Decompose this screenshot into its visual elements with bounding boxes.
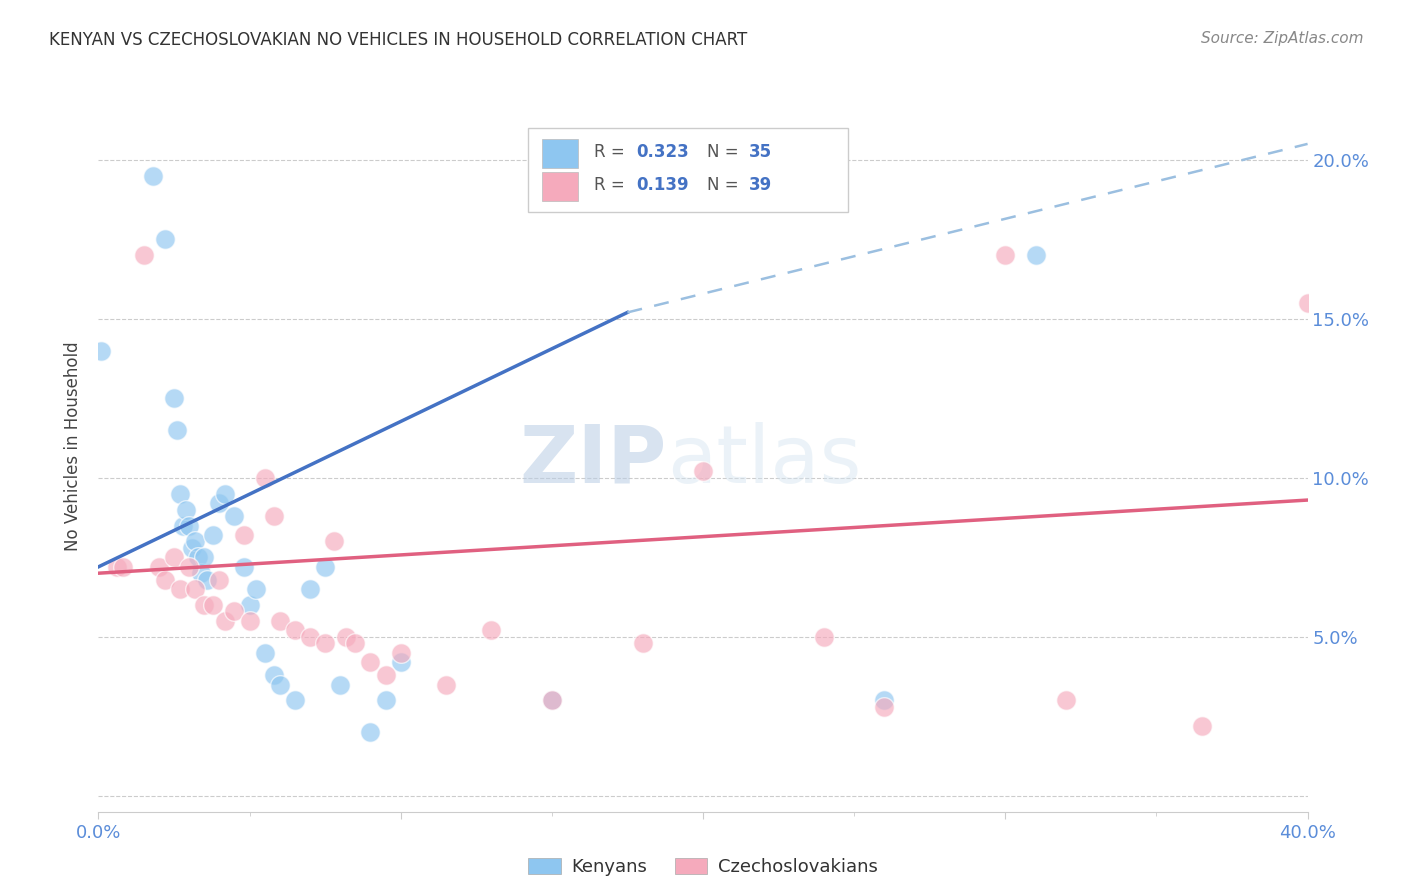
Point <box>284 624 307 638</box>
Point <box>253 471 276 485</box>
Point <box>360 725 382 739</box>
Point <box>214 486 236 500</box>
Point <box>389 655 412 669</box>
Text: R =: R = <box>595 176 630 194</box>
Text: Source: ZipAtlas.com: Source: ZipAtlas.com <box>1201 31 1364 46</box>
Point <box>181 541 204 555</box>
Point <box>174 502 197 516</box>
Point <box>193 598 215 612</box>
Point <box>179 559 201 574</box>
Point <box>1191 719 1213 733</box>
Point <box>299 630 322 644</box>
Point <box>111 559 134 574</box>
Point <box>148 559 170 574</box>
Point <box>692 465 714 479</box>
Point <box>323 534 346 549</box>
Point <box>202 598 225 612</box>
Legend: Kenyans, Czechoslovakians: Kenyans, Czechoslovakians <box>522 850 884 883</box>
Point <box>239 598 262 612</box>
Point <box>208 496 231 510</box>
Point <box>360 655 382 669</box>
Point <box>208 573 231 587</box>
Point <box>179 518 201 533</box>
Text: N =: N = <box>707 143 744 161</box>
Point <box>540 693 562 707</box>
Text: 39: 39 <box>749 176 772 194</box>
Text: R =: R = <box>595 143 630 161</box>
Point <box>1024 248 1046 262</box>
Point <box>1054 693 1077 707</box>
Text: ZIP: ZIP <box>519 422 666 500</box>
Point <box>184 534 207 549</box>
FancyBboxPatch shape <box>543 171 578 201</box>
Point <box>190 566 212 581</box>
Point <box>105 559 128 574</box>
Point <box>253 646 276 660</box>
Point <box>224 508 246 523</box>
Point <box>481 624 503 638</box>
Point <box>214 614 236 628</box>
Point <box>172 518 194 533</box>
Point <box>284 693 307 707</box>
Point <box>239 614 262 628</box>
Point <box>344 636 367 650</box>
Point <box>434 677 457 691</box>
Point <box>374 668 396 682</box>
Point <box>631 636 654 650</box>
Point <box>153 573 176 587</box>
Point <box>813 630 835 644</box>
Point <box>187 550 209 565</box>
Point <box>132 248 155 262</box>
Point <box>195 573 218 587</box>
Point <box>329 677 352 691</box>
Point <box>263 668 285 682</box>
Point <box>389 646 412 660</box>
Text: 35: 35 <box>749 143 772 161</box>
Point <box>169 582 191 596</box>
Point <box>169 486 191 500</box>
Text: 0.323: 0.323 <box>637 143 689 161</box>
Point <box>202 528 225 542</box>
Point <box>163 550 186 565</box>
Point <box>269 614 291 628</box>
Point <box>90 343 112 358</box>
Y-axis label: No Vehicles in Household: No Vehicles in Household <box>65 341 83 551</box>
Text: N =: N = <box>707 176 744 194</box>
Point <box>153 232 176 246</box>
Point <box>314 559 336 574</box>
Text: 0.139: 0.139 <box>637 176 689 194</box>
Point <box>335 630 357 644</box>
Point <box>224 604 246 618</box>
Text: KENYAN VS CZECHOSLOVAKIAN NO VEHICLES IN HOUSEHOLD CORRELATION CHART: KENYAN VS CZECHOSLOVAKIAN NO VEHICLES IN… <box>49 31 748 49</box>
Point <box>263 508 285 523</box>
Point <box>873 699 896 714</box>
Point <box>166 423 188 437</box>
Text: atlas: atlas <box>666 422 860 500</box>
FancyBboxPatch shape <box>543 139 578 168</box>
Point <box>184 582 207 596</box>
Point <box>193 550 215 565</box>
Point <box>994 248 1017 262</box>
Point <box>873 693 896 707</box>
FancyBboxPatch shape <box>527 128 848 212</box>
Point <box>299 582 322 596</box>
Point <box>314 636 336 650</box>
Point <box>232 528 254 542</box>
Point <box>142 169 165 183</box>
Point <box>232 559 254 574</box>
Point <box>163 392 186 406</box>
Point <box>1296 296 1319 310</box>
Point <box>540 693 562 707</box>
Point <box>374 693 396 707</box>
Point <box>245 582 267 596</box>
Point <box>269 677 291 691</box>
